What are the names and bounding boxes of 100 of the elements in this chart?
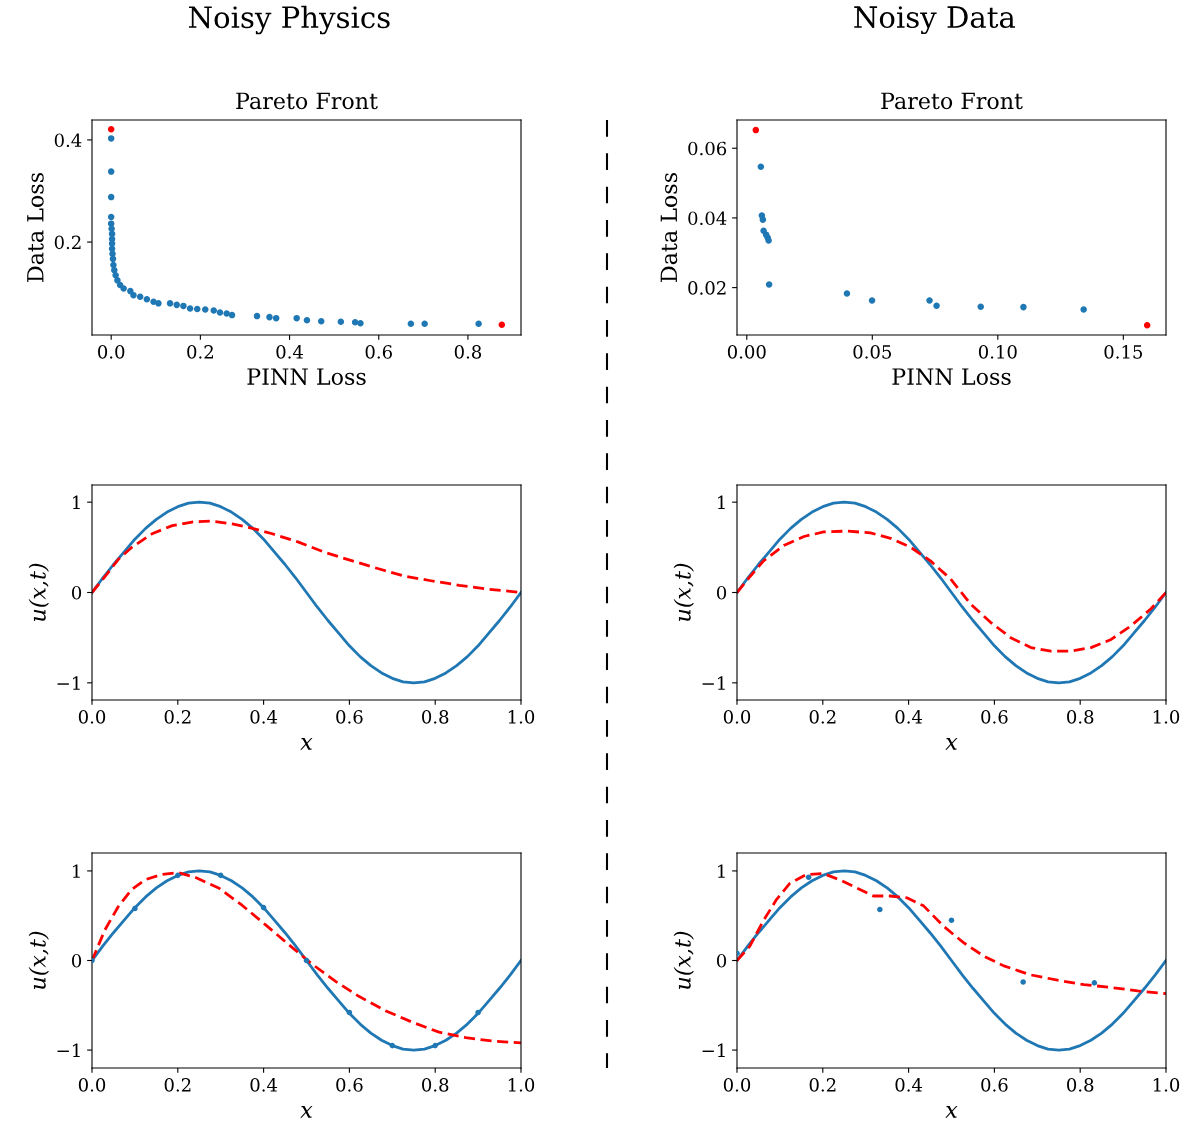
point (389, 1042, 396, 1049)
x-axis-title: x (300, 738, 313, 750)
y-tick-label: 0 (71, 585, 82, 600)
x-tick-label: 0.6 (336, 710, 363, 724)
point (933, 302, 940, 309)
x-tick-label: 0.6 (336, 1078, 363, 1092)
point (120, 285, 127, 292)
point (223, 310, 230, 317)
point (926, 297, 933, 304)
point (757, 163, 765, 170)
y-tick-label: 0.02 (688, 281, 726, 295)
y-tick-label: −1 (702, 676, 725, 690)
point (1080, 306, 1087, 313)
point (293, 314, 300, 322)
point (136, 293, 144, 300)
point (180, 302, 187, 310)
point (272, 314, 280, 322)
x-axis-title: PINN Loss (892, 368, 1011, 385)
y-tick-label: 0.4 (54, 133, 82, 148)
y-tick-label: 1 (72, 864, 80, 878)
x-tick-label: 0.8 (422, 1078, 449, 1092)
point (193, 305, 201, 313)
x-tick-label: 0.4 (250, 1078, 278, 1092)
x-tick-label: 0.6 (365, 345, 392, 359)
point (759, 216, 767, 223)
point (143, 295, 151, 303)
point (108, 240, 116, 247)
x-tick-label: 0.4 (895, 710, 923, 724)
y-tick-label: 0.2 (54, 235, 81, 250)
x-tick-label: 0.0 (78, 1078, 106, 1092)
y-axis-title: Data Loss (27, 173, 44, 282)
point (132, 905, 138, 912)
x-tick-label: 0.0 (98, 345, 125, 359)
point (130, 291, 137, 299)
point (217, 872, 224, 879)
point (109, 255, 117, 263)
point (107, 135, 115, 142)
x-tick-label: 0.15 (1104, 345, 1143, 359)
x-tick-label: 0.4 (250, 710, 278, 724)
x-tick-label: 0.8 (422, 710, 449, 724)
point (317, 317, 325, 325)
x-tick-label: 1.0 (508, 1078, 535, 1092)
x-tick-label: 0.2 (164, 710, 191, 724)
point (228, 311, 236, 319)
x-tick-label: 0.10 (978, 345, 1017, 359)
point (1143, 321, 1151, 329)
line-series (737, 869, 1166, 1052)
y-tick-label: −1 (57, 676, 80, 690)
y-tick-label: 0 (716, 585, 727, 600)
x-axis-title: x (945, 1106, 958, 1118)
x-tick-label: 0.2 (809, 710, 836, 724)
point (407, 320, 415, 328)
point (346, 1009, 353, 1016)
point (752, 126, 760, 134)
y-tick-label: −1 (702, 1043, 725, 1057)
point (1020, 979, 1026, 985)
y-tick-label: 0.06 (688, 141, 727, 156)
x-tick-label: 0.00 (727, 345, 766, 359)
y-tick-label: 0 (716, 953, 727, 968)
point (868, 297, 876, 304)
x-tick-label: 0.2 (187, 345, 213, 359)
x-tick-label: 0.6 (981, 1078, 1008, 1092)
point (475, 320, 482, 328)
line-series (737, 872, 1166, 996)
point (765, 281, 773, 288)
x-tick-label: 0.05 (853, 345, 892, 359)
x-tick-label: 1.0 (508, 710, 535, 724)
x-tick-label: 0.4 (895, 1078, 923, 1092)
x-axis-title: PINN Loss (247, 368, 366, 385)
y-axis-title: u(x,t) (28, 931, 49, 990)
point (337, 318, 345, 325)
y-tick-label: −1 (57, 1043, 80, 1057)
point (1091, 980, 1098, 986)
y-axis-title: u(x,t) (28, 563, 49, 622)
y-tick-label: 1 (717, 495, 725, 510)
x-tick-label: 0.0 (723, 710, 751, 724)
point (175, 872, 181, 879)
point (421, 320, 428, 328)
y-tick-label: 1 (717, 864, 725, 878)
point (253, 312, 261, 320)
point (977, 303, 984, 311)
text: Noisy Physics (188, 5, 390, 35)
x-tick-label: 0.2 (809, 1078, 836, 1092)
x-tick-label: 0.8 (1067, 1078, 1094, 1092)
x-tick-label: 0.6 (981, 710, 1008, 724)
point (303, 316, 311, 324)
point (877, 906, 883, 913)
point (1020, 303, 1027, 311)
y-tick-label: 0 (71, 953, 82, 968)
x-tick-label: 0.2 (164, 1078, 191, 1092)
y-axis-title: Data Loss (660, 173, 678, 282)
line-series (92, 500, 521, 685)
x-tick-label: 0.4 (276, 345, 303, 359)
x-tick-label: 0.0 (723, 1078, 751, 1092)
chart-title: Pareto Front (236, 92, 378, 110)
point (202, 306, 209, 313)
chart-title: Pareto Front (881, 92, 1023, 110)
point (107, 213, 115, 221)
x-tick-label: 1.0 (1153, 1078, 1180, 1092)
point (155, 300, 162, 307)
